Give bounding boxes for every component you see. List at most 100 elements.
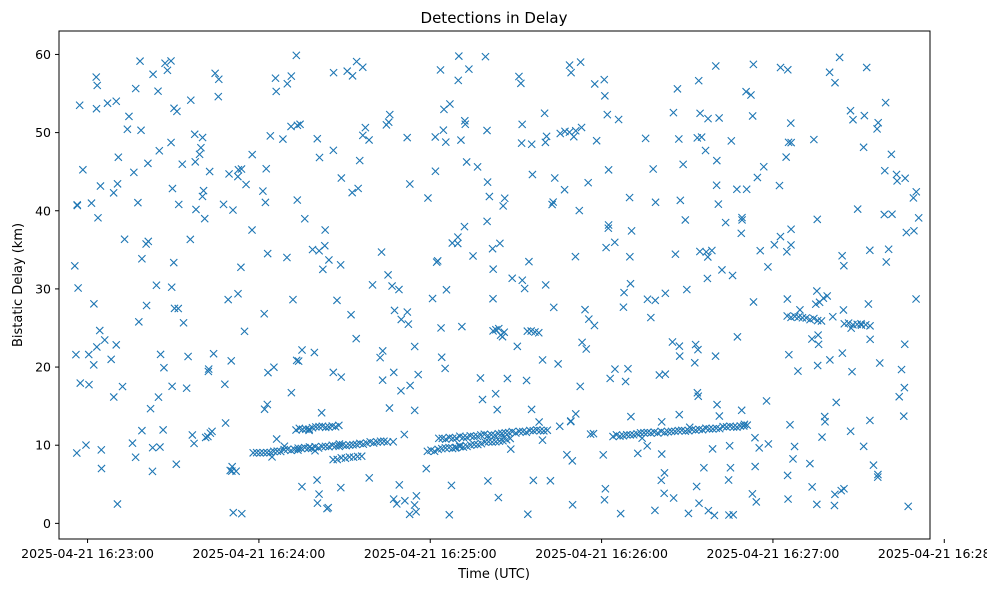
- data-point: [649, 164, 658, 173]
- data-point: [726, 463, 735, 472]
- y-tick-label: 10: [35, 438, 51, 453]
- data-point: [229, 508, 238, 517]
- data-point: [540, 109, 549, 118]
- data-point: [410, 406, 419, 415]
- data-point: [120, 235, 129, 244]
- track-point: [488, 438, 497, 447]
- x-tick-label: 2025-04-21 16:24:00: [193, 546, 326, 561]
- data-point: [727, 136, 736, 145]
- data-point: [483, 178, 492, 187]
- data-point: [599, 450, 608, 459]
- data-point: [81, 441, 90, 450]
- data-point: [513, 342, 522, 351]
- data-point: [793, 367, 802, 376]
- data-point: [389, 495, 398, 504]
- data-point: [601, 484, 610, 493]
- data-point: [219, 200, 228, 209]
- data-point: [75, 101, 84, 110]
- data-point: [912, 187, 921, 196]
- data-point: [714, 200, 723, 209]
- data-point: [865, 246, 874, 255]
- data-point: [625, 252, 634, 261]
- data-point: [184, 352, 193, 361]
- track-point: [719, 422, 728, 431]
- track-point: [249, 448, 258, 457]
- data-point: [396, 386, 405, 395]
- data-point: [133, 198, 142, 207]
- data-point: [814, 331, 823, 340]
- data-point: [227, 467, 236, 476]
- data-point: [830, 490, 839, 499]
- data-point: [813, 361, 822, 370]
- data-point: [198, 133, 207, 142]
- data-point: [776, 232, 785, 241]
- data-point: [491, 389, 500, 398]
- data-point: [702, 247, 711, 256]
- data-point: [315, 153, 324, 162]
- data-point: [909, 193, 918, 202]
- data-point: [866, 335, 875, 344]
- data-point: [610, 365, 619, 374]
- data-point: [693, 345, 702, 354]
- data-point: [865, 416, 874, 425]
- data-point: [199, 186, 208, 195]
- data-point: [208, 427, 217, 436]
- data-point: [560, 185, 569, 194]
- data-point: [566, 417, 575, 426]
- track-point: [501, 428, 510, 437]
- data-point: [900, 383, 909, 392]
- data-point: [118, 382, 127, 391]
- data-point: [287, 122, 296, 131]
- data-point: [234, 165, 243, 174]
- data-point: [707, 246, 716, 255]
- data-point: [621, 377, 630, 386]
- data-point: [693, 388, 702, 397]
- data-point: [114, 153, 123, 162]
- data-point: [782, 153, 791, 162]
- track-point: [269, 447, 278, 456]
- data-point: [131, 453, 140, 462]
- data-point: [93, 81, 102, 90]
- data-point: [97, 464, 106, 473]
- data-point: [675, 342, 684, 351]
- data-point: [549, 198, 558, 207]
- data-point: [445, 510, 454, 519]
- data-point: [914, 213, 923, 222]
- data-point: [787, 138, 796, 147]
- track-point: [823, 291, 832, 300]
- data-point: [258, 187, 267, 196]
- data-point: [825, 355, 834, 364]
- data-point: [627, 226, 636, 235]
- data-point: [112, 97, 121, 106]
- data-point: [786, 119, 795, 128]
- data-point: [787, 225, 796, 234]
- data-point: [846, 106, 855, 115]
- data-point: [606, 374, 615, 383]
- data-point: [478, 395, 487, 404]
- data-point: [520, 284, 529, 293]
- track-point: [515, 427, 524, 436]
- track-point: [273, 447, 282, 456]
- data-point: [733, 332, 742, 341]
- data-point: [389, 368, 398, 377]
- data-point: [191, 157, 200, 166]
- data-point: [577, 123, 586, 132]
- track-point: [441, 443, 450, 452]
- data-point: [887, 210, 896, 219]
- data-point: [880, 210, 889, 219]
- data-point: [308, 245, 317, 254]
- data-point: [503, 374, 512, 383]
- data-point: [752, 497, 761, 506]
- data-point: [770, 240, 779, 249]
- data-point: [626, 279, 635, 288]
- data-point: [406, 381, 415, 390]
- data-point: [454, 76, 463, 85]
- data-point: [589, 429, 598, 438]
- data-point: [422, 464, 431, 473]
- data-point: [818, 433, 827, 442]
- data-point: [266, 131, 275, 140]
- data-point: [432, 258, 441, 267]
- data-point: [93, 213, 102, 222]
- data-point: [403, 308, 412, 317]
- data-point: [313, 134, 322, 143]
